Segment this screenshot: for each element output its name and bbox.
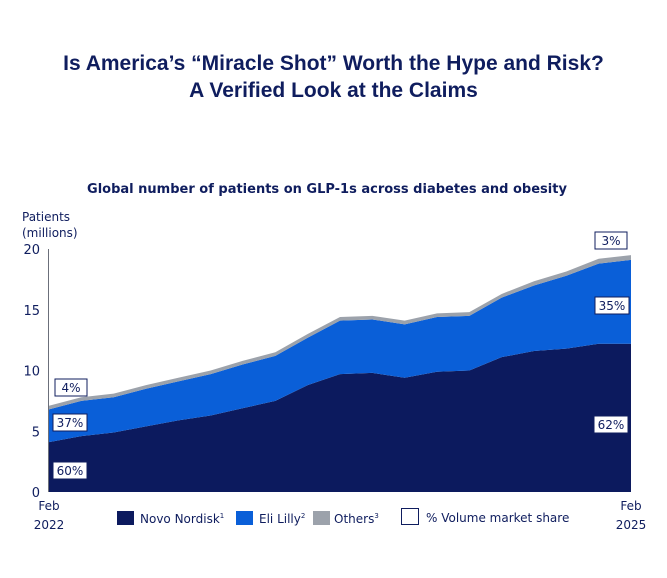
svg-text:62%: 62% [598, 418, 625, 432]
legend-swatch-eli-lilly [236, 511, 253, 525]
legend-swatch-others [313, 511, 330, 525]
y-tick-label: 20 [23, 243, 40, 258]
svg-text:4%: 4% [61, 381, 80, 395]
legend-item-novo-nordisk: Novo Nordisk1 [117, 511, 224, 526]
svg-text:3%: 3% [601, 234, 620, 248]
x-tick-end-year: 2025 [616, 518, 647, 532]
y-axis-label-line-2: (millions) [22, 226, 78, 240]
y-tick-label: 15 [23, 304, 40, 319]
share-label-start-novo-nordisk: 60% [52, 461, 88, 480]
y-tick-label: 5 [32, 425, 40, 440]
chart-title: Global number of patients on GLP-1s acro… [87, 182, 567, 197]
share-label-end-others: 3% [594, 231, 628, 250]
share-label-start-others: 4% [54, 378, 88, 397]
legend-swatch-novo-nordisk [117, 511, 134, 525]
svg-text:37%: 37% [57, 416, 84, 430]
legend-item-eli-lilly: Eli Lilly2 [236, 511, 305, 526]
headline-line-2: A Verified Look at the Claims [189, 79, 478, 102]
x-tick-end-month: Feb [620, 499, 641, 513]
svg-text:35%: 35% [599, 299, 626, 313]
share-label-end-novo-nordisk: 62% [593, 415, 629, 434]
headline-line-1: Is America’s “Miracle Shot” Worth the Hy… [63, 52, 604, 75]
x-tick-start-year: 2022 [34, 518, 65, 532]
legend: Novo Nordisk1 Eli Lilly2 Others3 % Volum… [117, 508, 569, 526]
legend-swatch-volume-share [401, 508, 419, 525]
svg-text:Others3: Others3 [334, 512, 379, 526]
x-tick-start-month: Feb [38, 499, 59, 513]
legend-item-volume-share: % Volume market share [401, 508, 569, 525]
area-eli-lilly [49, 259, 631, 443]
y-tick-label: 10 [23, 365, 40, 380]
share-label-start-eli-lilly: 37% [52, 413, 88, 432]
svg-text:60%: 60% [57, 464, 84, 478]
y-tick-label: 0 [32, 486, 40, 501]
area-others [49, 255, 631, 410]
legend-item-others: Others3 [313, 511, 379, 526]
y-axis-label-line-1: Patients [22, 210, 70, 224]
svg-text:% Volume market share: % Volume market share [426, 511, 569, 525]
share-label-end-eli-lilly: 35% [594, 296, 630, 315]
area-novo-nordisk [49, 343, 631, 492]
svg-text:Novo Nordisk1: Novo Nordisk1 [140, 512, 224, 526]
svg-text:Eli Lilly2: Eli Lilly2 [259, 512, 305, 526]
